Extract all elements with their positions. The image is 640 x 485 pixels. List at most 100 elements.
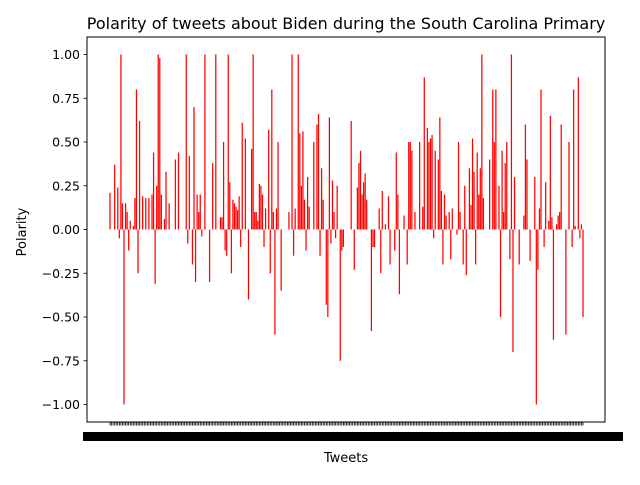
bar bbox=[553, 230, 554, 340]
bar bbox=[559, 212, 560, 230]
bar bbox=[133, 226, 134, 230]
bar bbox=[128, 230, 129, 251]
bar bbox=[209, 230, 210, 283]
bar bbox=[371, 230, 372, 332]
bar bbox=[388, 196, 389, 229]
bar bbox=[433, 230, 434, 239]
bar bbox=[158, 55, 159, 230]
bar bbox=[545, 182, 546, 229]
y-tick-label: 1.00 bbox=[52, 47, 80, 62]
bar bbox=[201, 230, 202, 237]
bar bbox=[228, 55, 229, 230]
bar bbox=[464, 186, 465, 230]
bar bbox=[130, 221, 131, 230]
bar bbox=[422, 207, 423, 230]
bar bbox=[431, 135, 432, 230]
bar bbox=[357, 188, 358, 230]
bar bbox=[254, 212, 255, 230]
bar bbox=[523, 216, 524, 230]
bar bbox=[458, 142, 459, 230]
bar bbox=[463, 230, 464, 265]
bar bbox=[477, 153, 478, 230]
bar bbox=[274, 230, 275, 335]
bar bbox=[343, 230, 344, 248]
bar bbox=[495, 90, 496, 230]
bar bbox=[136, 90, 137, 230]
bar bbox=[215, 55, 216, 230]
bar bbox=[548, 221, 549, 230]
bar bbox=[288, 212, 289, 230]
bar bbox=[506, 142, 507, 230]
bar bbox=[248, 230, 249, 300]
bar bbox=[389, 230, 390, 265]
bar bbox=[363, 182, 364, 229]
bar bbox=[189, 156, 190, 230]
bar bbox=[277, 142, 278, 230]
bar bbox=[332, 181, 333, 230]
bar bbox=[480, 168, 481, 229]
bar bbox=[489, 160, 490, 230]
bar bbox=[273, 212, 274, 230]
bar bbox=[323, 200, 324, 230]
bar bbox=[234, 203, 235, 229]
bar bbox=[565, 230, 566, 335]
bar bbox=[259, 184, 260, 230]
bar bbox=[122, 203, 123, 229]
bar bbox=[192, 230, 193, 265]
y-tick-label: 0.25 bbox=[52, 178, 80, 193]
bar bbox=[301, 186, 302, 230]
bar bbox=[380, 230, 381, 274]
bar bbox=[193, 107, 194, 230]
bar bbox=[500, 230, 501, 318]
bar bbox=[505, 163, 506, 230]
bar bbox=[293, 230, 294, 256]
bar bbox=[470, 205, 471, 230]
y-tick-label: 0.75 bbox=[52, 91, 80, 106]
bar bbox=[581, 224, 582, 229]
bar bbox=[403, 216, 404, 230]
bar bbox=[268, 130, 269, 230]
bar bbox=[340, 230, 341, 361]
chart-title: Polarity of tweets about Biden during th… bbox=[87, 14, 606, 33]
bar bbox=[326, 230, 327, 305]
bar bbox=[265, 209, 266, 230]
bar bbox=[511, 55, 512, 230]
bar bbox=[475, 230, 476, 265]
bar bbox=[459, 212, 460, 230]
bar bbox=[529, 230, 530, 262]
bar bbox=[411, 151, 412, 230]
y-tick-label: −1.00 bbox=[42, 397, 80, 412]
bar bbox=[503, 212, 504, 230]
bar bbox=[123, 230, 124, 405]
bar bbox=[295, 209, 296, 230]
bar bbox=[351, 121, 352, 230]
bar bbox=[299, 133, 300, 229]
bar bbox=[382, 191, 383, 230]
y-tick-label: −0.25 bbox=[42, 266, 80, 281]
bar bbox=[427, 128, 428, 230]
bar bbox=[539, 209, 540, 230]
bar bbox=[428, 142, 429, 230]
bar bbox=[137, 230, 138, 274]
bar bbox=[151, 195, 152, 230]
y-axis-label: Polarity bbox=[15, 207, 30, 256]
bar bbox=[298, 55, 299, 230]
bar bbox=[514, 177, 515, 230]
bar bbox=[424, 77, 425, 229]
bar bbox=[263, 230, 264, 248]
bar bbox=[525, 125, 526, 230]
bar bbox=[430, 139, 431, 230]
bar bbox=[120, 55, 121, 230]
bar bbox=[414, 212, 415, 230]
bar bbox=[187, 230, 188, 244]
bar bbox=[361, 195, 362, 230]
bar bbox=[309, 207, 310, 230]
bar bbox=[366, 200, 367, 230]
bar bbox=[498, 186, 499, 230]
bar bbox=[240, 230, 241, 248]
bar bbox=[492, 90, 493, 230]
bar bbox=[223, 142, 224, 230]
bar bbox=[354, 230, 355, 270]
bar bbox=[442, 230, 443, 265]
